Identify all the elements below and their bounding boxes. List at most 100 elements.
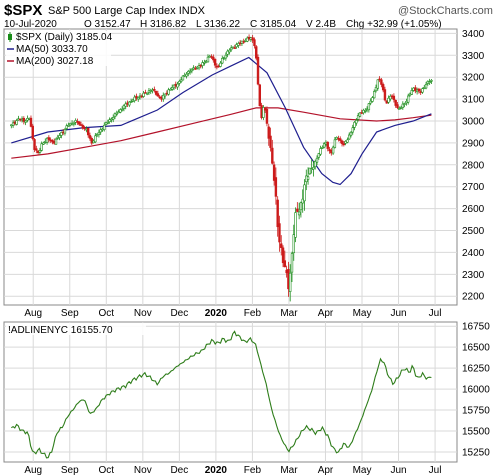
candle <box>108 117 111 124</box>
candle <box>398 106 401 110</box>
candle <box>171 84 174 91</box>
price-y-tick-label: 2300 <box>462 270 485 281</box>
candle <box>296 202 299 213</box>
candle <box>137 96 140 102</box>
candle <box>60 131 63 139</box>
candle <box>178 79 181 86</box>
candle <box>428 78 431 85</box>
watermark: @StockCharts.com <box>398 5 493 17</box>
candle <box>301 189 304 213</box>
candle-series <box>10 34 433 302</box>
indicator-y-tick-label: 16750 <box>462 322 490 333</box>
candle <box>42 141 45 146</box>
candle <box>88 132 92 141</box>
candle <box>274 167 278 205</box>
candle <box>221 55 224 65</box>
candle <box>24 119 27 126</box>
candle <box>342 140 346 147</box>
symbol: $SPX <box>4 2 42 19</box>
price-y-tick-label: 2600 <box>462 204 485 215</box>
indicator-x-tick-label: May <box>353 465 372 476</box>
candle <box>312 160 315 177</box>
price-y-tick-label: 3000 <box>462 117 485 128</box>
candle <box>172 84 176 91</box>
indicator-y-tick-label: 16000 <box>462 385 490 396</box>
indicator-y-tick-label: 15500 <box>462 426 490 437</box>
candle <box>120 106 124 112</box>
candle <box>106 119 110 125</box>
candle <box>213 58 217 69</box>
candle <box>122 104 126 112</box>
candle <box>281 245 285 268</box>
price-frame <box>3 28 458 306</box>
indicator-panel: 15250 15500 15750 16000 16250 16500 16750 Aug S… <box>3 321 490 476</box>
candle <box>276 196 279 237</box>
candle <box>331 145 335 155</box>
quote-date: 10-Jul-2020 <box>4 19 57 30</box>
candle <box>228 48 231 55</box>
candle <box>179 76 183 84</box>
candle <box>54 137 58 145</box>
candle <box>128 100 131 108</box>
candle <box>79 121 83 126</box>
quote-low: L 3136.22 <box>196 19 241 30</box>
ma200-series <box>11 107 432 159</box>
candle <box>308 167 312 176</box>
candle <box>255 45 258 61</box>
candle <box>414 85 417 94</box>
candle <box>201 60 204 69</box>
price-y-tick-label: 2400 <box>462 248 485 259</box>
price-x-tick-label: May <box>353 308 372 319</box>
candle <box>206 54 210 63</box>
candle <box>185 71 188 79</box>
price-x-tick-label: Nov <box>134 308 152 319</box>
candle <box>373 89 376 99</box>
candle <box>251 35 254 44</box>
price-y-tick-label: 3100 <box>462 95 485 106</box>
candle <box>224 52 228 61</box>
indicator-x-axis: Aug Sep Oct Nov Dec 2020 Feb Mar Apr May Jun Jul <box>24 465 441 476</box>
candle <box>394 99 397 108</box>
indicator-x-tick-label: 2020 <box>205 465 228 476</box>
price-x-tick-label: Mar <box>280 308 298 319</box>
candle <box>389 94 392 102</box>
candle <box>81 123 85 130</box>
candle <box>306 167 310 185</box>
ma50-series <box>11 56 432 186</box>
candle <box>340 139 344 147</box>
candle <box>383 86 387 102</box>
candle <box>65 123 68 131</box>
candle <box>376 79 379 91</box>
candle <box>303 179 306 211</box>
candle <box>187 69 190 77</box>
candle <box>272 161 276 186</box>
candle <box>319 145 322 156</box>
candle <box>246 36 249 43</box>
candle <box>163 93 167 99</box>
candle <box>145 92 149 96</box>
price-x-tick-label: Feb <box>244 308 262 319</box>
quote-change: Chg +32.99 (+1.05%) <box>346 19 442 30</box>
candle <box>124 101 127 110</box>
candle <box>288 264 292 302</box>
price-y-tick-label: 3200 <box>462 73 485 84</box>
candle <box>283 250 287 268</box>
legend-spx: $SPX (Daily) 3185.04 <box>16 32 113 43</box>
indicator-y-tick-label: 15250 <box>462 447 490 458</box>
legend-ma50: MA(50) 3033.70 <box>16 44 88 55</box>
candle <box>103 122 106 132</box>
candle <box>280 235 283 256</box>
candle <box>269 127 272 152</box>
candle <box>113 112 117 120</box>
candle <box>421 87 424 94</box>
candle <box>258 83 262 107</box>
candle <box>349 131 353 138</box>
indicator-legend-background <box>6 323 146 335</box>
price-y-tick-label: 3300 <box>462 51 485 62</box>
candle <box>153 86 156 93</box>
price-x-axis: Aug Sep Oct Nov Dec 2020 Feb Mar Apr May Jun Jul <box>24 308 441 319</box>
indicator-legend: !ADLINENYC 16155.70 <box>6 323 146 336</box>
indicator-grid <box>4 322 457 462</box>
candle <box>86 127 90 138</box>
candle <box>326 141 329 152</box>
